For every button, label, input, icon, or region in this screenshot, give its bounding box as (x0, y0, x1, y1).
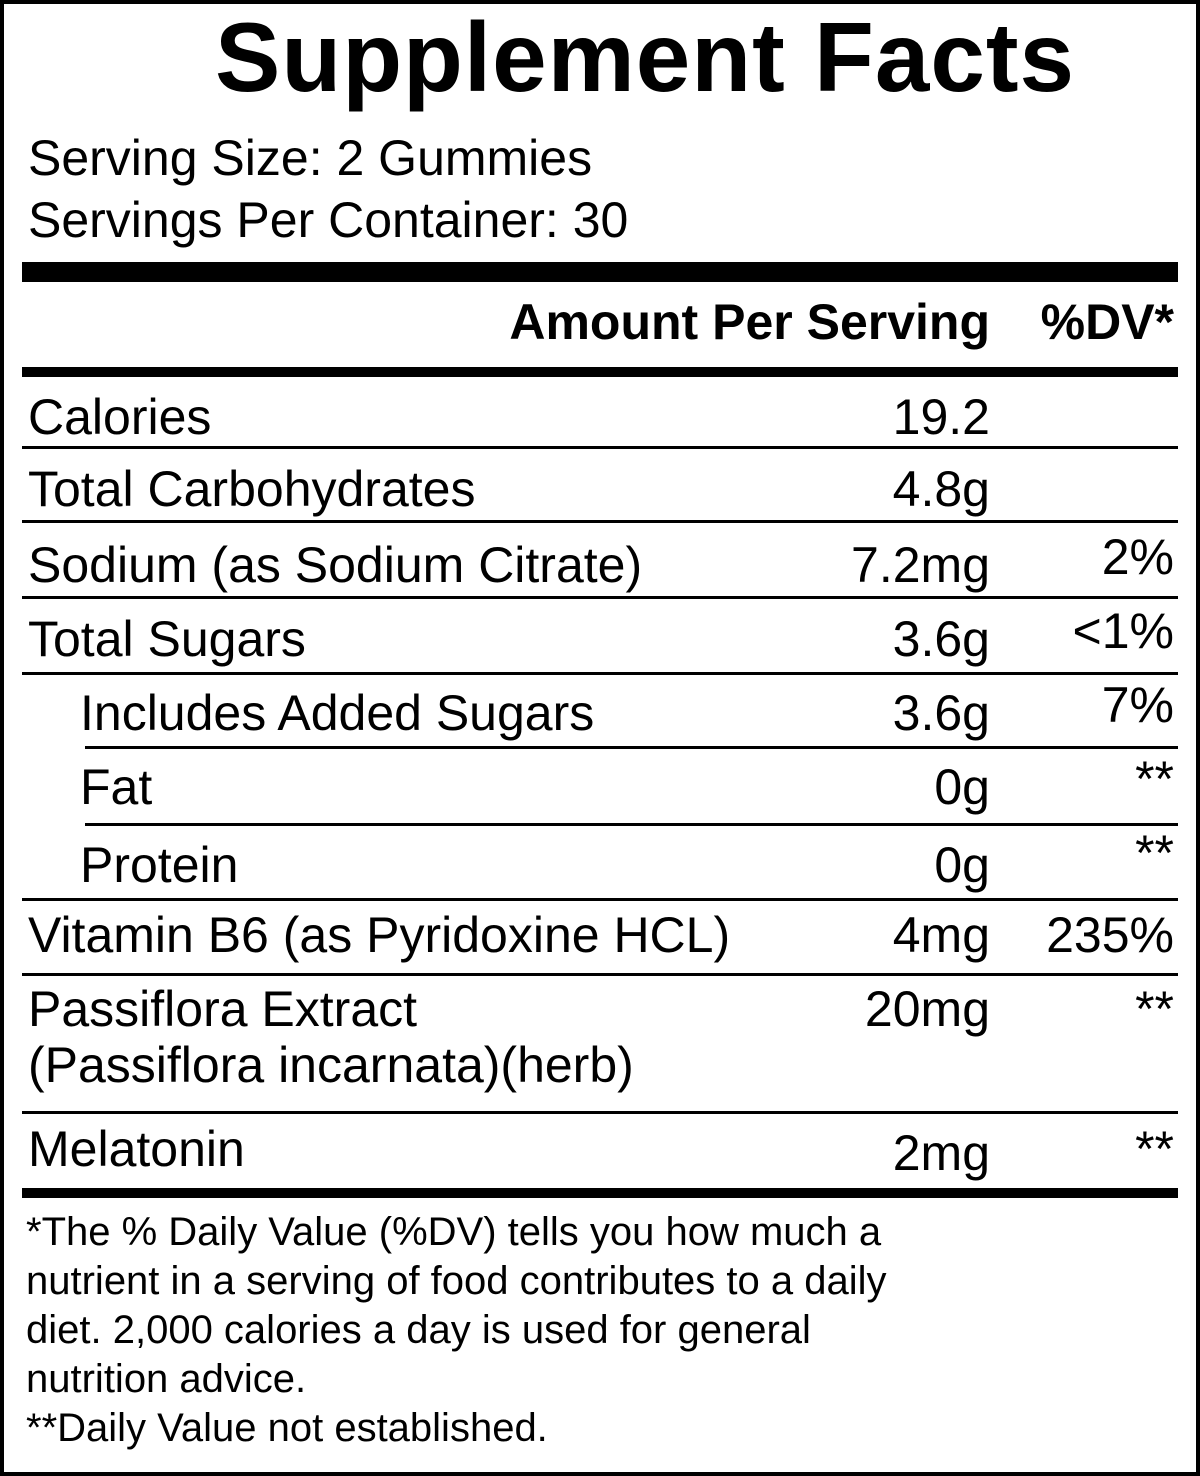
nutrient-name: Protein (80, 837, 239, 893)
nutrient-name: Fat (80, 759, 153, 815)
servings-per-container: Servings Per Container: 30 (28, 192, 629, 248)
bottom-divider (22, 1188, 1178, 1198)
nutrient-name: Sodium (as Sodium Citrate) (28, 537, 643, 593)
nutrient-dv: 235% (1046, 907, 1174, 963)
nutrient-amount: 0g (934, 759, 990, 815)
nutrient-dv: ** (1135, 981, 1174, 1037)
row-divider (22, 973, 1178, 976)
footnotes: *The % Daily Value (%DV) tells you how m… (26, 1208, 1176, 1453)
nutrient-amount: 0g (934, 837, 990, 893)
nutrient-dv: 7% (1101, 677, 1174, 733)
amount-per-serving-header: Amount Per Serving (509, 294, 990, 350)
nutrient-amount: 3.6g (892, 685, 990, 741)
dv-header: %DV* (1040, 294, 1174, 350)
nutrient-name: Total Carbohydrates (28, 461, 476, 517)
row-divider (22, 446, 1178, 449)
footnote-line: *The % Daily Value (%DV) tells you how m… (26, 1210, 882, 1254)
nutrient-name: Vitamin B6 (as Pyridoxine HCL) (28, 907, 731, 963)
nutrient-amount: 2mg (892, 1125, 990, 1181)
row-divider (85, 823, 1178, 826)
nutrient-name-detail: (Passiflora incarnata)(herb) (28, 1037, 634, 1093)
row-divider (85, 746, 1178, 749)
nutrient-name: Melatonin (28, 1121, 245, 1177)
row-divider (22, 1111, 1178, 1114)
nutrient-dv: ** (1135, 751, 1174, 807)
nutrient-amount: 20mg (864, 981, 990, 1037)
footnote-line: nutrient in a serving of food contribute… (26, 1259, 887, 1303)
nutrient-name: Includes Added Sugars (80, 685, 595, 741)
nutrient-amount: 19.2 (892, 389, 990, 445)
row-divider (22, 672, 1178, 675)
nutrient-name: Passiflora Extract (28, 981, 418, 1037)
nutrient-amount: 4.8g (892, 461, 990, 517)
nutrient-dv: <1% (1072, 603, 1174, 659)
nutrient-dv: ** (1135, 1121, 1174, 1177)
footnote-line: diet. 2,000 calories a day is used for g… (26, 1308, 811, 1352)
nutrient-dv: 2% (1101, 529, 1174, 585)
serving-size: Serving Size: 2 Gummies (28, 130, 593, 186)
nutrient-dv: ** (1135, 825, 1174, 881)
thick-divider (22, 262, 1178, 282)
nutrient-amount: 7.2mg (851, 537, 990, 593)
medium-divider (22, 367, 1178, 377)
footnote-line: nutrition advice. (26, 1357, 307, 1401)
row-divider (22, 898, 1178, 901)
row-divider (22, 520, 1178, 523)
nutrient-amount: 3.6g (892, 611, 990, 667)
label-title: Supplement Facts (214, 2, 1076, 112)
nutrient-name: Total Sugars (28, 611, 306, 667)
nutrient-amount: 4mg (892, 907, 990, 963)
row-divider (22, 596, 1178, 599)
footnote-line: **Daily Value not established. (26, 1406, 548, 1450)
nutrient-name: Calories (28, 389, 212, 445)
